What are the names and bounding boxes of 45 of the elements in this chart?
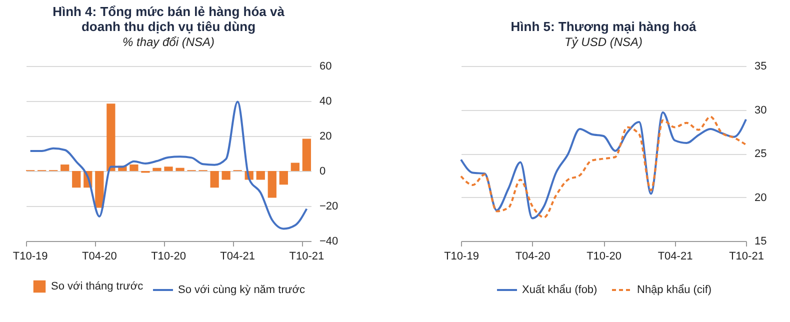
y-tick-label: 35 — [754, 60, 767, 72]
y-tick-label: 15 — [754, 236, 767, 248]
legend-label: Xuất khẩu (fob) — [522, 284, 598, 296]
bar — [106, 104, 116, 171]
bar — [222, 171, 230, 180]
y-tick-label: 40 — [320, 96, 332, 108]
bar — [290, 162, 300, 171]
bar — [279, 171, 288, 185]
x-tick-label: T10-19 — [12, 250, 48, 262]
y-tick-label: −20 — [320, 200, 338, 212]
y-tick-label: 25 — [754, 148, 767, 160]
x-tick-label: T04-21 — [658, 250, 693, 262]
x-tick-label: T04-20 — [515, 250, 550, 262]
x-tick-label: T04-21 — [220, 250, 256, 262]
y-tick-label: 0 — [320, 166, 326, 178]
chart-title: Hình 4: Tổng mức bán lẻ hàng hóa và doanh thu dịch vụ tiêu dùng — [52, 4, 286, 34]
x-tick-label: T10-20 — [151, 250, 186, 262]
bar — [95, 171, 104, 208]
bar — [256, 171, 265, 180]
legend-label: So với cùng kỳ năm trước — [178, 284, 306, 296]
x-tick-label: T10-20 — [586, 250, 622, 262]
y-tick-label: 60 — [320, 60, 332, 72]
bar — [72, 171, 81, 188]
bar — [302, 138, 311, 171]
y-tick-label: 30 — [754, 104, 767, 116]
legend-label: So với tháng trước — [51, 280, 144, 292]
bar — [164, 166, 173, 171]
y-tick-label: 20 — [320, 130, 332, 142]
bar — [60, 164, 70, 171]
bar — [176, 168, 184, 171]
x-tick-label: T10-21 — [289, 250, 324, 262]
bar — [130, 164, 138, 171]
bar — [210, 171, 219, 188]
chart-subtitle: % thay đổi (NSA) — [122, 35, 215, 49]
y-tick-label: 20 — [754, 192, 767, 204]
x-tick-label: T04-20 — [82, 250, 117, 262]
y-tick-label: −40 — [320, 236, 338, 248]
x-tick-label: T10-19 — [444, 250, 479, 262]
chart-title: Hình 5: Thương mại hàng hoá — [510, 19, 698, 34]
line-series — [29, 100, 308, 230]
chart-subtitle: Tỷ USD (NSA) — [564, 35, 643, 49]
bar — [268, 171, 276, 198]
legend-label: Nhập khẩu (cif) — [637, 284, 712, 296]
x-tick-label: T10-21 — [729, 250, 764, 262]
bar — [152, 168, 162, 171]
